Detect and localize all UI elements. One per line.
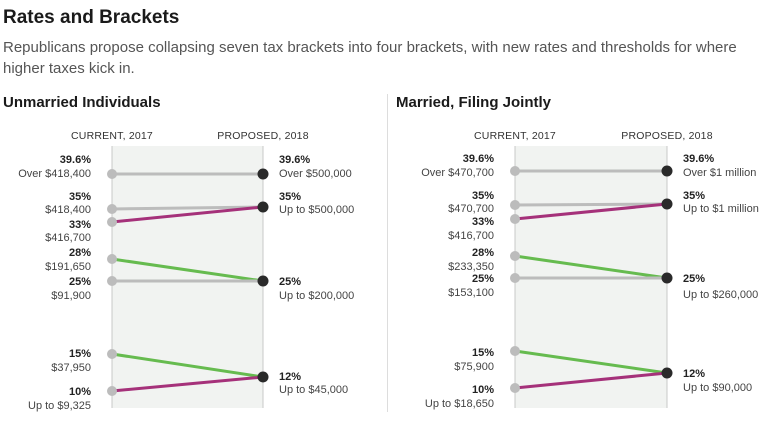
proposed-rate-label: 35%	[683, 190, 705, 202]
current-threshold-label: $191,650	[45, 261, 91, 273]
current-threshold-label: Over $470,700	[421, 167, 494, 179]
current-bracket-dot	[510, 346, 520, 356]
current-column-header: CURRENT, 2017	[474, 130, 556, 142]
current-bracket-dot	[510, 200, 520, 210]
current-rate-label: 28%	[472, 247, 494, 259]
proposed-bracket-dot	[661, 198, 673, 210]
proposed-threshold-label: Up to $200,000	[279, 290, 354, 302]
slope-line-unchanged	[513, 202, 669, 207]
proposed-rate-label: 12%	[279, 371, 301, 383]
slope-line-down	[513, 254, 669, 280]
current-threshold-label: $416,700	[45, 232, 91, 244]
current-threshold-label: Up to $18,650	[425, 398, 494, 410]
current-rate-label: 33%	[69, 219, 91, 231]
current-bracket-dot	[107, 254, 117, 264]
panel-divider	[387, 94, 388, 412]
current-bracket-dot	[510, 383, 520, 393]
current-threshold-label: $37,950	[51, 362, 91, 374]
proposed-rate-label: 25%	[683, 273, 705, 285]
current-rate-label: 10%	[472, 384, 494, 396]
slope-line-up	[513, 371, 669, 390]
current-bracket-dot	[107, 204, 117, 214]
current-bracket-dot	[107, 349, 117, 359]
proposed-rate-label: 12%	[683, 368, 705, 380]
panel-title-unmarried: Unmarried Individuals	[3, 94, 161, 111]
current-bracket-dot	[107, 217, 117, 227]
current-threshold-label: $416,700	[448, 230, 494, 242]
page-title: Rates and Brackets	[3, 7, 180, 28]
proposed-column-header: PROPOSED, 2018	[217, 130, 309, 142]
slope-line-up	[110, 375, 265, 393]
current-rate-label: 15%	[472, 347, 494, 359]
proposed-bracket-dot	[661, 165, 673, 177]
current-threshold-label: Up to $9,325	[28, 400, 91, 412]
slope-line-unchanged	[110, 205, 265, 211]
proposed-threshold-label: Up to $260,000	[683, 289, 758, 301]
current-threshold-label: $418,400	[45, 204, 91, 216]
slope-line-down	[513, 349, 669, 375]
current-threshold-label: $75,900	[454, 361, 494, 373]
current-threshold-label: $153,100	[448, 287, 494, 299]
slope-line-down	[110, 352, 265, 379]
proposed-bracket-dot	[257, 201, 269, 213]
current-rate-label: 33%	[472, 216, 494, 228]
current-rate-label: 10%	[69, 386, 91, 398]
current-rate-label: 25%	[472, 273, 494, 285]
slope-line-down	[110, 257, 265, 283]
current-bracket-dot	[510, 214, 520, 224]
proposed-threshold-label: Over $500,000	[279, 168, 352, 180]
current-bracket-dot	[510, 251, 520, 261]
proposed-bracket-dot	[257, 275, 269, 287]
current-rate-label: 28%	[69, 247, 91, 259]
current-bracket-dot	[107, 386, 117, 396]
proposed-threshold-label: Up to $500,000	[279, 204, 354, 216]
current-rate-label: 39.6%	[463, 153, 494, 165]
current-threshold-label: $233,350	[448, 261, 494, 273]
current-threshold-label: $470,700	[448, 203, 494, 215]
proposed-bracket-dot	[661, 272, 673, 284]
proposed-threshold-label: Up to $90,000	[683, 382, 752, 394]
current-bracket-dot	[107, 169, 117, 179]
proposed-bracket-dot	[661, 367, 673, 379]
current-rate-label: 35%	[69, 191, 91, 203]
current-bracket-dot	[107, 276, 117, 286]
current-threshold-label: $91,900	[51, 290, 91, 302]
proposed-column-header: PROPOSED, 2018	[621, 130, 713, 142]
proposed-threshold-label: Up to $45,000	[279, 384, 348, 396]
proposed-bracket-dot	[257, 168, 269, 180]
current-bracket-dot	[510, 166, 520, 176]
current-rate-label: 25%	[69, 276, 91, 288]
current-rate-label: 35%	[472, 190, 494, 202]
proposed-bracket-dot	[257, 371, 269, 383]
panel-title-married: Married, Filing Jointly	[396, 94, 552, 111]
proposed-rate-label: 35%	[279, 191, 301, 203]
slope-line-up	[513, 202, 669, 221]
proposed-threshold-label: Over $1 million	[683, 167, 756, 179]
current-rate-label: 39.6%	[60, 154, 91, 166]
current-threshold-label: Over $418,400	[18, 168, 91, 180]
proposed-rate-label: 39.6%	[683, 153, 714, 165]
proposed-threshold-label: Up to $1 million	[683, 203, 759, 215]
slope-line-up	[110, 205, 265, 224]
page-subtitle: Republicans propose collapsing seven tax…	[3, 39, 737, 77]
proposed-rate-label: 25%	[279, 276, 301, 288]
current-rate-label: 15%	[69, 348, 91, 360]
proposed-rate-label: 39.6%	[279, 154, 310, 166]
current-column-header: CURRENT, 2017	[71, 130, 153, 142]
current-bracket-dot	[510, 273, 520, 283]
